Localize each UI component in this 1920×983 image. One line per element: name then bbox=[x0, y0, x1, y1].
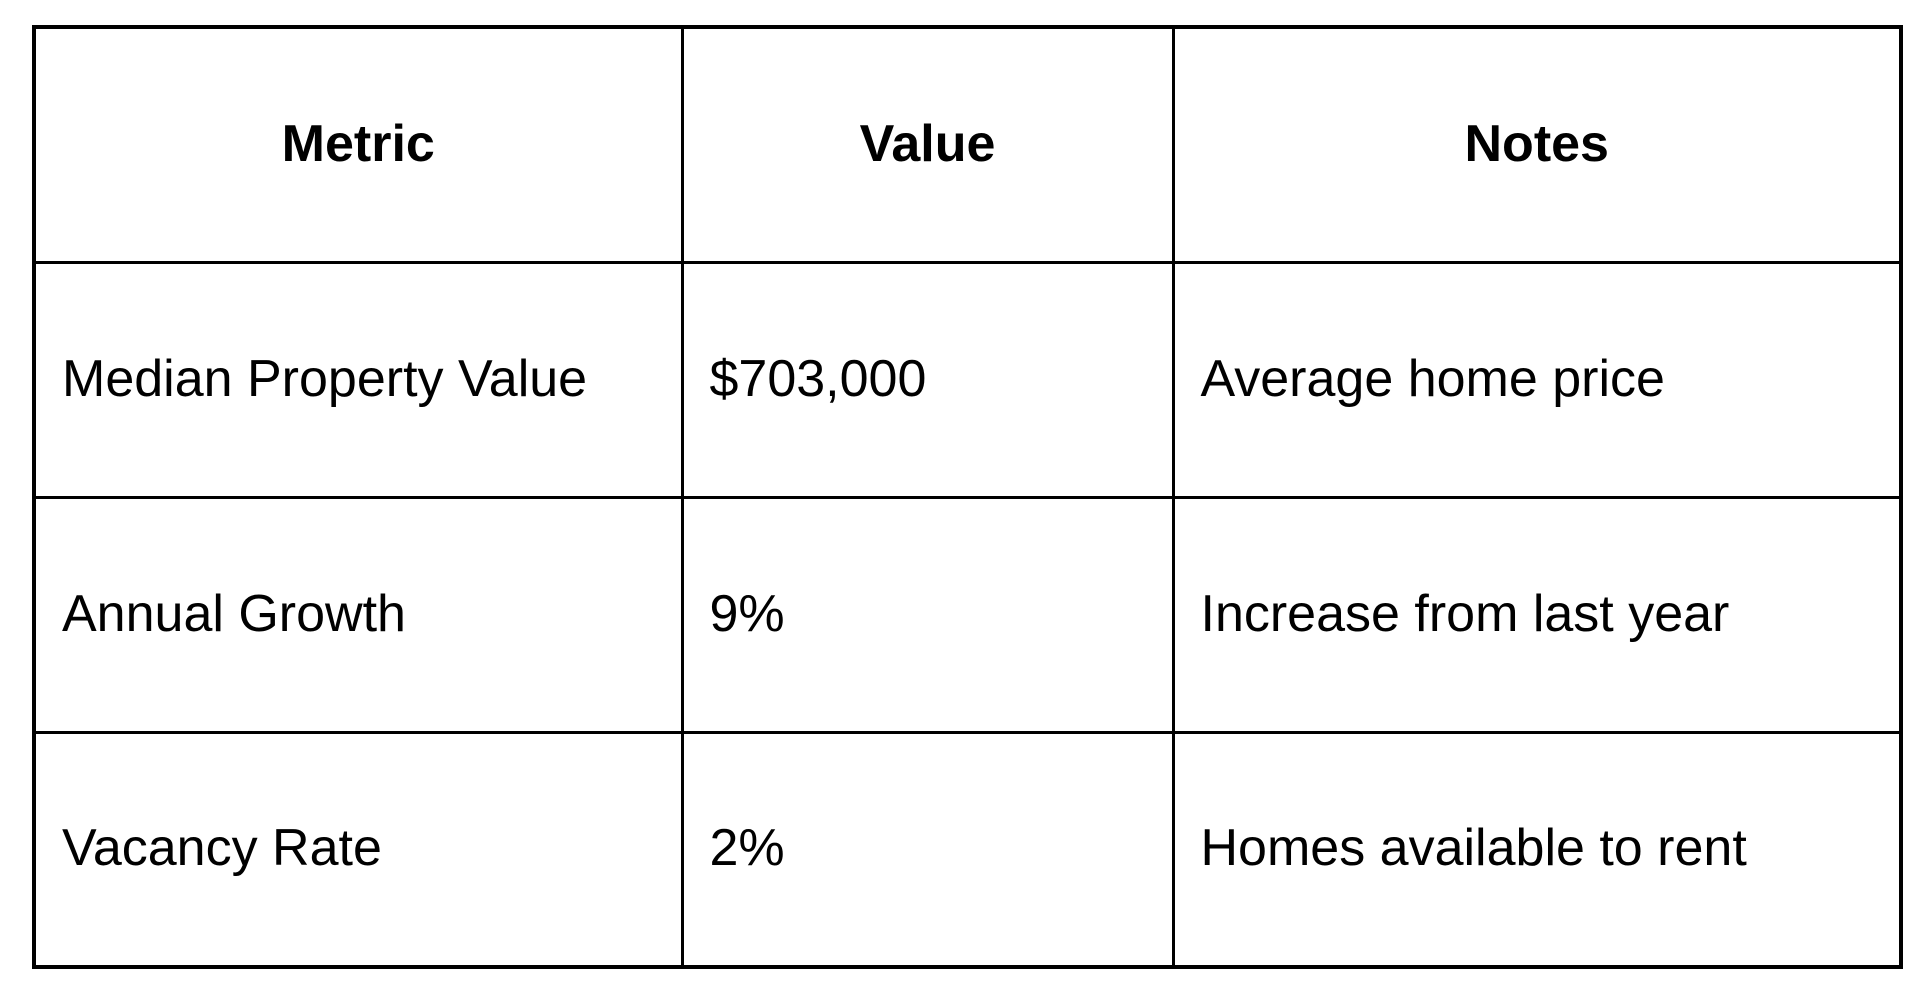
cell-notes: Homes available to rent bbox=[1171, 730, 1903, 969]
cell-value: 9% bbox=[680, 495, 1175, 734]
table-row: Median Property Value $703,000 Average h… bbox=[32, 260, 1903, 499]
col-header-metric: Metric bbox=[32, 25, 684, 264]
cell-metric: Annual Growth bbox=[32, 495, 684, 734]
table-row: Annual Growth 9% Increase from last year bbox=[32, 495, 1903, 734]
col-header-value: Value bbox=[680, 25, 1175, 264]
cell-notes: Average home price bbox=[1171, 260, 1903, 499]
table-row: Vacancy Rate 2% Homes available to rent bbox=[32, 730, 1903, 969]
cell-value: 2% bbox=[680, 730, 1175, 969]
col-header-notes: Notes bbox=[1171, 25, 1903, 264]
cell-notes: Increase from last year bbox=[1171, 495, 1903, 734]
metrics-table: Metric Value Notes Median Property Value… bbox=[32, 25, 1903, 969]
table-header-row: Metric Value Notes bbox=[32, 25, 1903, 264]
cell-value: $703,000 bbox=[680, 260, 1175, 499]
cell-metric: Median Property Value bbox=[32, 260, 684, 499]
cell-metric: Vacancy Rate bbox=[32, 730, 684, 969]
